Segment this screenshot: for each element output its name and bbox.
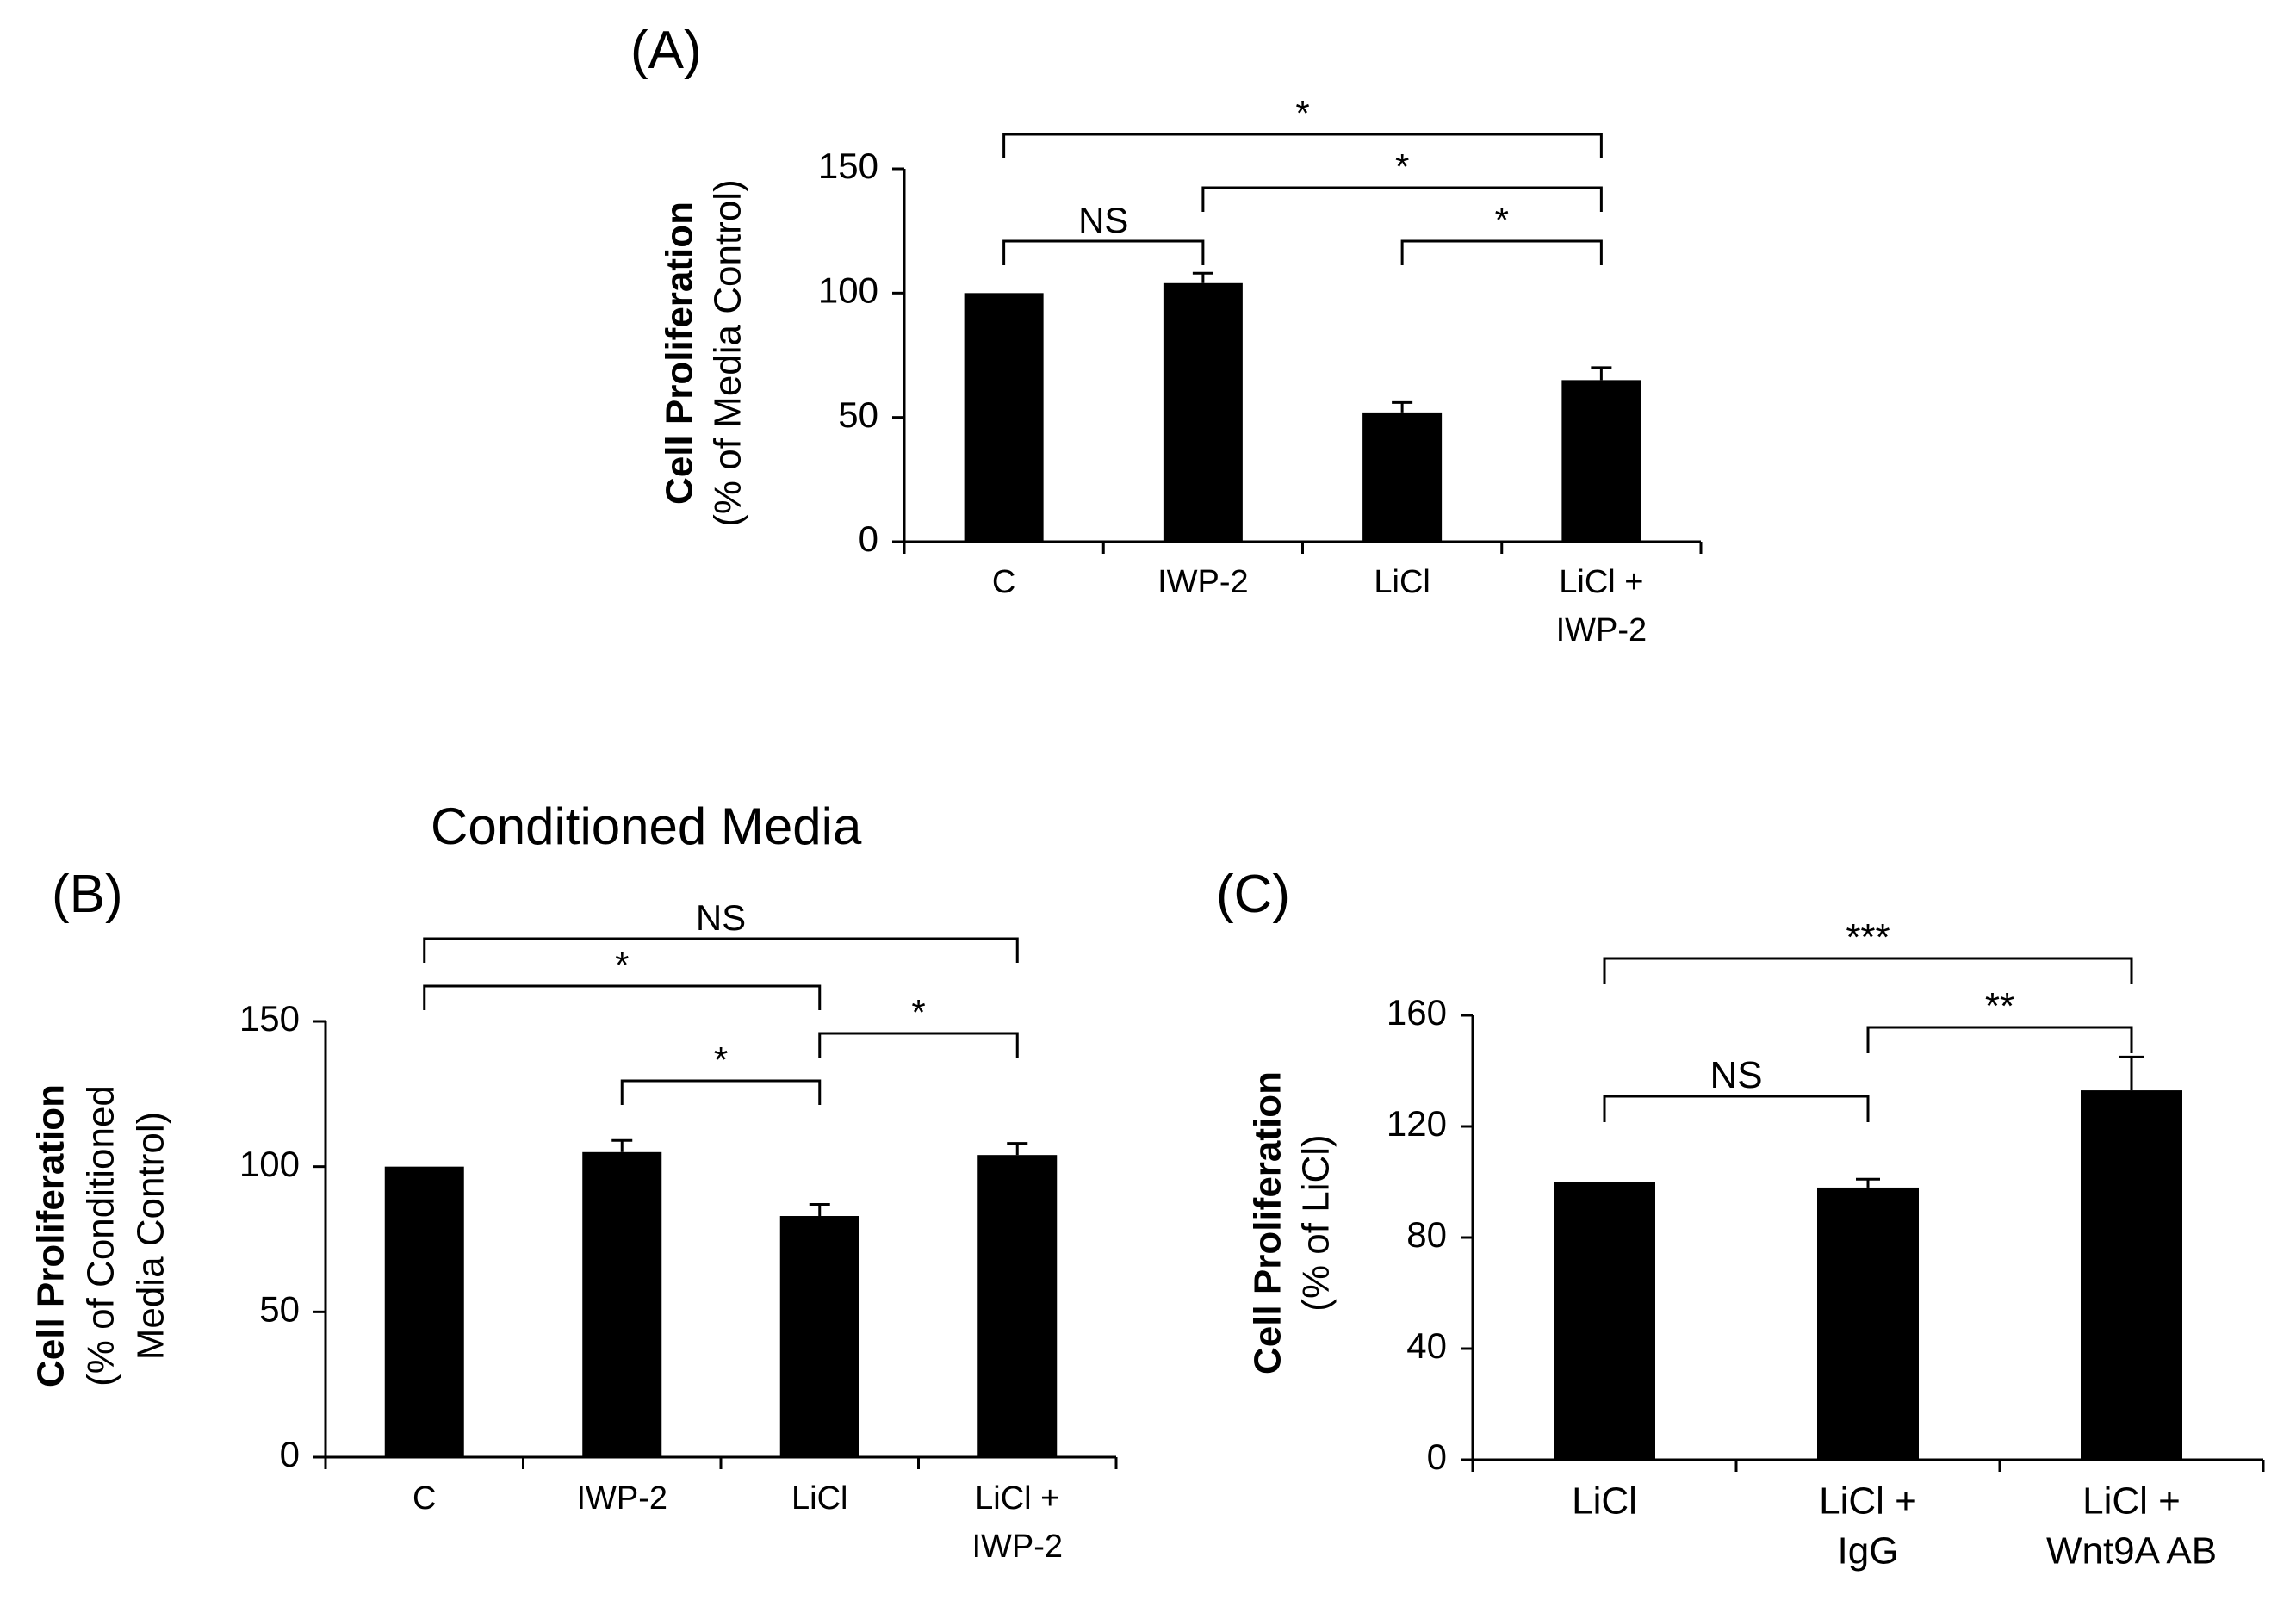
category-label-c-1: IgG [1838,1530,1899,1573]
conditioned-media-title: Conditioned Media [431,797,862,855]
y-axis-title-a: Cell Proliferation [659,202,701,505]
significance-bracket-a-1 [1201,186,1603,212]
y-tick-label-c: 80 [1406,1214,1447,1255]
y-tick-label-c: 0 [1427,1436,1447,1477]
category-label-a-1: IWP-2 [1157,564,1249,600]
bar-a-3 [1561,380,1641,542]
bar-a-2 [1362,412,1443,542]
significance-bracket-c-2 [1603,957,2133,984]
y-tick-label-b: 0 [280,1434,300,1474]
category-label-a-3: LiCl + [1559,564,1643,600]
y-axis-label-c: Cell Proliferation (% of LiCl) [1247,1071,1337,1374]
category-label-c-2: LiCl + [2082,1480,2181,1523]
y-axis-label-a: Cell Proliferation (% of Media Control) [659,179,749,526]
bar-b-0 [384,1166,464,1457]
y-axis-subtitle-b: (% of Conditioned [80,1085,122,1387]
bar-b-3 [977,1155,1058,1457]
significance-label-b-0: NS [696,897,746,938]
bar-c-0 [1554,1182,1655,1460]
y-tick-label-b: 50 [259,1288,300,1329]
category-label-c-0: LiCl [1572,1480,1637,1523]
category-label-b-3: IWP-2 [971,1529,1063,1565]
significance-label-a-0: NS [1078,200,1128,240]
y-tick-label-a: 150 [818,146,878,186]
significance-label-b-3: * [911,992,925,1033]
y-tick-label-a: 0 [859,518,878,559]
significance-bracket-b-2 [620,1079,822,1105]
category-label-a-0: C [992,564,1015,600]
y-axis-label-b: Cell Proliferation (% of Conditioned Media… [30,1084,172,1387]
y-tick-label-a: 100 [818,270,878,310]
significance-bracket-c-0 [1603,1095,1870,1122]
significance-label-a-3: * [1495,200,1509,240]
significance-label-c-0: NS [1710,1054,1762,1096]
bar-b-1 [582,1151,662,1457]
significance-label-b-1: * [615,945,629,985]
panel-label-c: (C) [1216,865,1291,924]
y-tick-label-c: 160 [1387,992,1447,1033]
y-tick-label-c: 40 [1406,1325,1447,1366]
significance-label-c-2: *** [1846,916,1890,958]
significance-label-a-2: * [1295,93,1309,133]
y-axis-subtitle-c: (% of LiCl) [1295,1134,1337,1311]
y-axis-title-b: Cell Proliferation [30,1084,72,1387]
bar-c-1 [1817,1187,1919,1460]
y-axis-subtitle-a: (% of Media Control) [707,179,749,526]
y-tick-label-a: 50 [838,394,878,435]
category-label-c-2: Wnt9A AB [2046,1530,2217,1573]
significance-bracket-b-3 [818,1032,1019,1058]
significance-label-b-2: * [714,1039,728,1080]
y-axis-title-c: Cell Proliferation [1247,1071,1289,1374]
significance-bracket-b-0 [423,937,1019,963]
category-label-b-1: IWP-2 [576,1480,667,1517]
significance-bracket-b-1 [423,984,822,1010]
y-axis-subtitle-b: Media Control) [130,1112,172,1361]
category-label-c-1: LiCl + [1819,1480,1917,1523]
bar-a-0 [964,293,1044,542]
significance-label-c-1: ** [1985,985,2014,1027]
significance-bracket-a-3 [1400,239,1603,265]
bar-c-2 [2081,1090,2182,1460]
category-label-a-3: IWP-2 [1556,612,1648,648]
category-label-b-2: LiCl [791,1480,847,1517]
significance-bracket-a-2 [1002,133,1603,158]
y-tick-label-b: 100 [239,1144,300,1184]
panel-label-a: (A) [630,21,702,80]
bar-b-2 [779,1216,859,1457]
category-label-b-3: LiCl + [975,1480,1059,1517]
y-tick-label-b: 150 [239,998,300,1039]
significance-label-a-1: * [1395,146,1409,187]
bar-a-1 [1163,282,1243,542]
category-label-a-2: LiCl [1374,564,1430,600]
category-label-b-0: C [413,1480,436,1517]
significance-bracket-a-0 [1002,239,1205,265]
significance-bracket-c-1 [1866,1026,2133,1053]
y-tick-label-c: 120 [1387,1103,1447,1144]
panel-label-b: (B) [52,865,123,924]
